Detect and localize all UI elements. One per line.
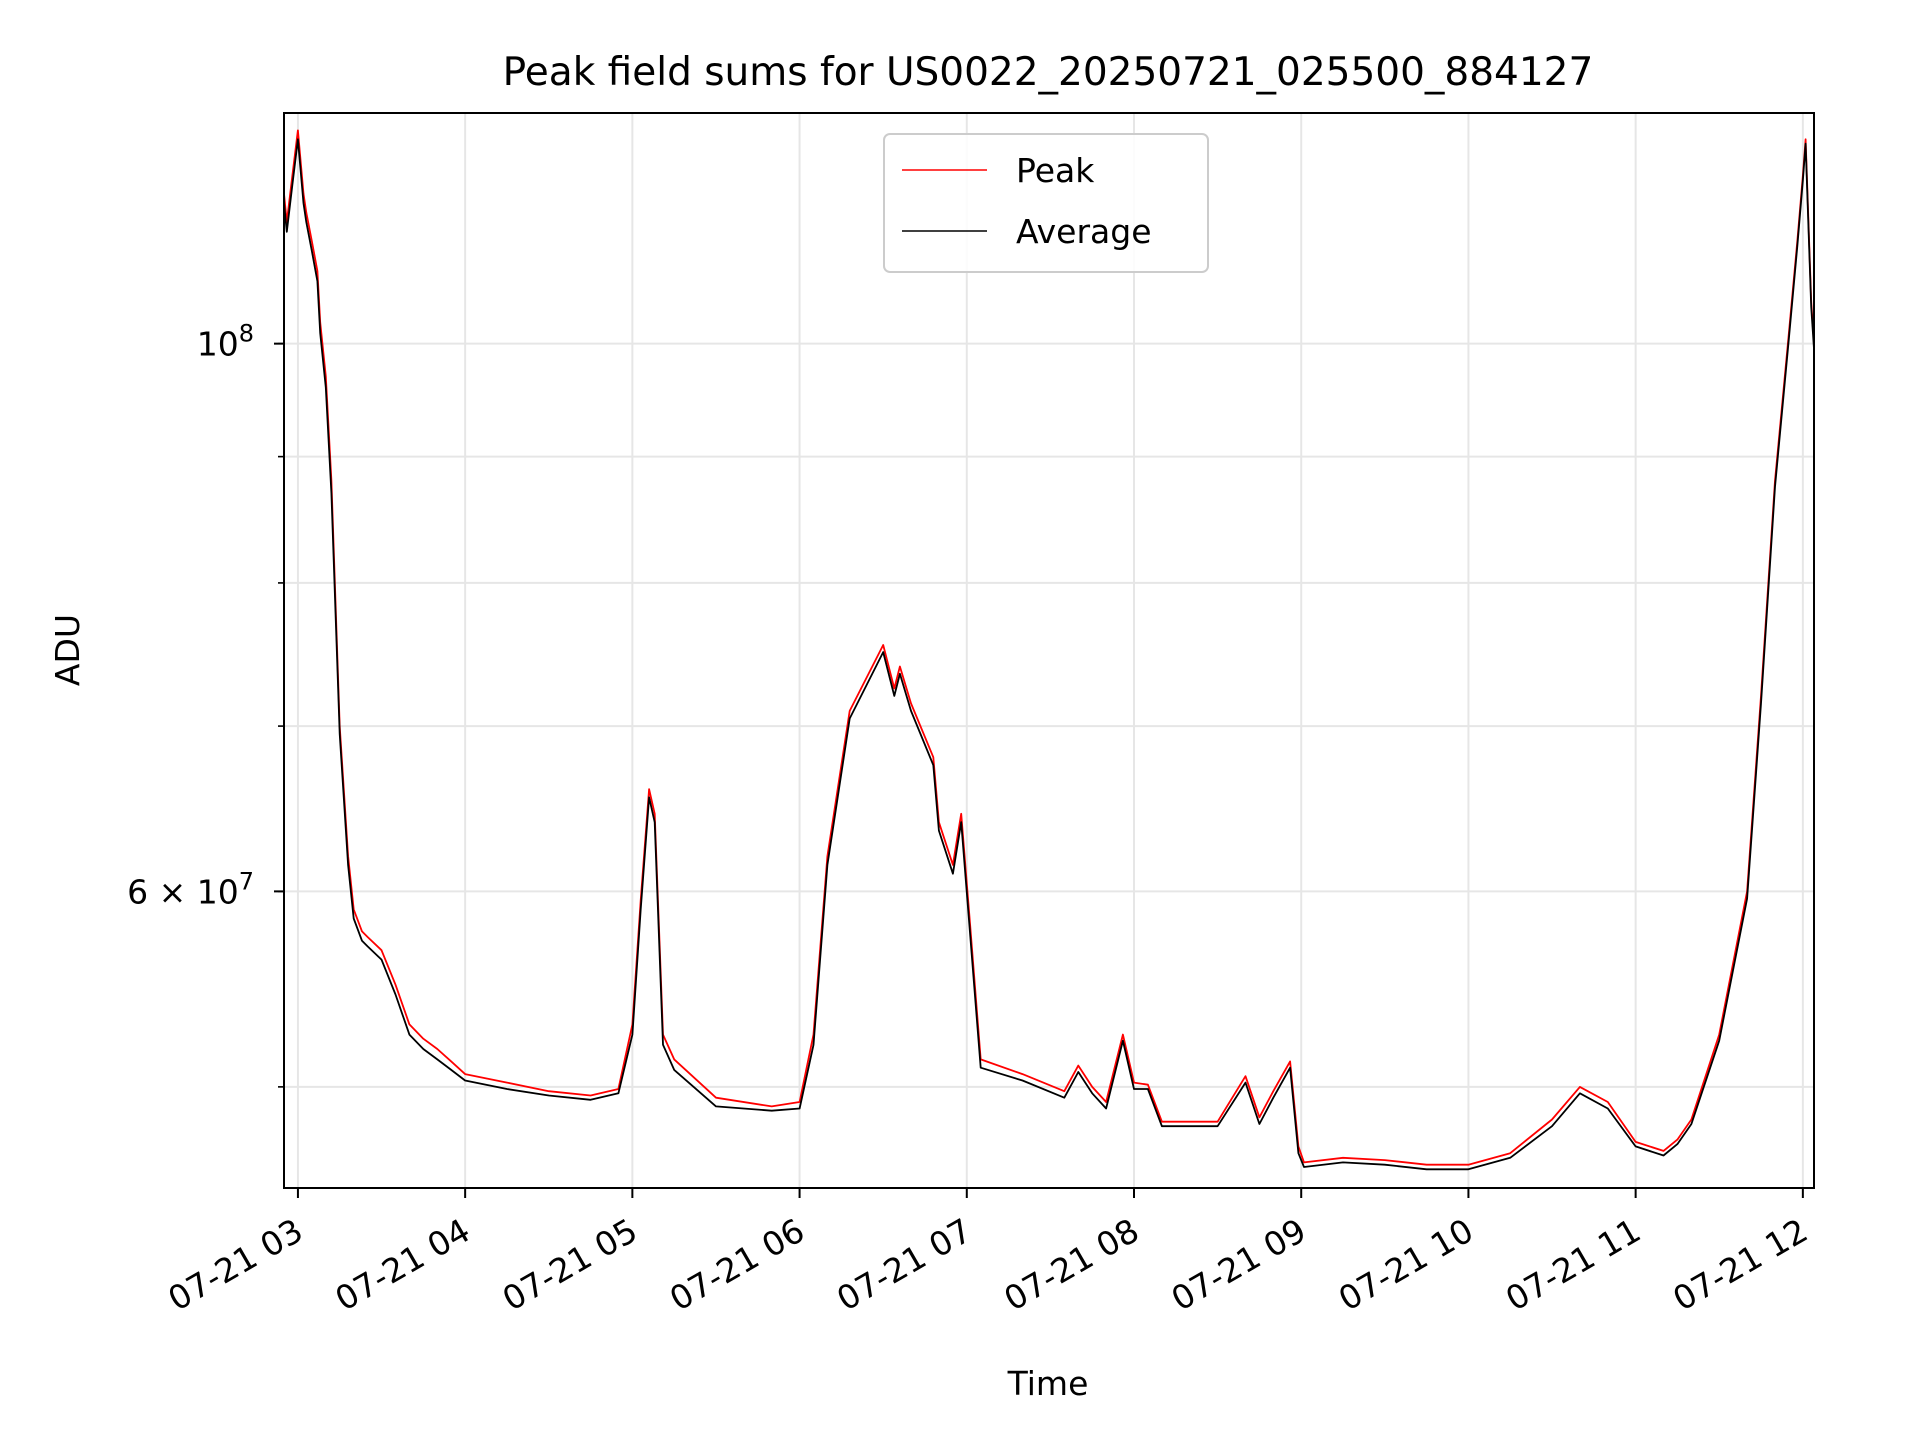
grid-lines: [284, 113, 1814, 1188]
plot-frame: [283, 112, 1815, 1189]
chart-title: Peak field sums for US0022_20250721_0255…: [503, 50, 1594, 95]
series-layer: [284, 129, 1814, 1171]
legend: Peak Average: [883, 133, 1209, 273]
series-line-peak: [284, 129, 1814, 1166]
legend-label-average: Average: [1016, 212, 1152, 251]
y-tick-label: 108: [197, 320, 254, 364]
series-line-average: [284, 138, 1814, 1171]
legend-box: [883, 133, 1209, 273]
y-axis-label: ADU: [48, 614, 87, 686]
legend-label-peak: Peak: [1016, 151, 1095, 190]
x-axis-label: Time: [1007, 1364, 1089, 1403]
y-tick-label: 6 × 107: [127, 867, 254, 911]
